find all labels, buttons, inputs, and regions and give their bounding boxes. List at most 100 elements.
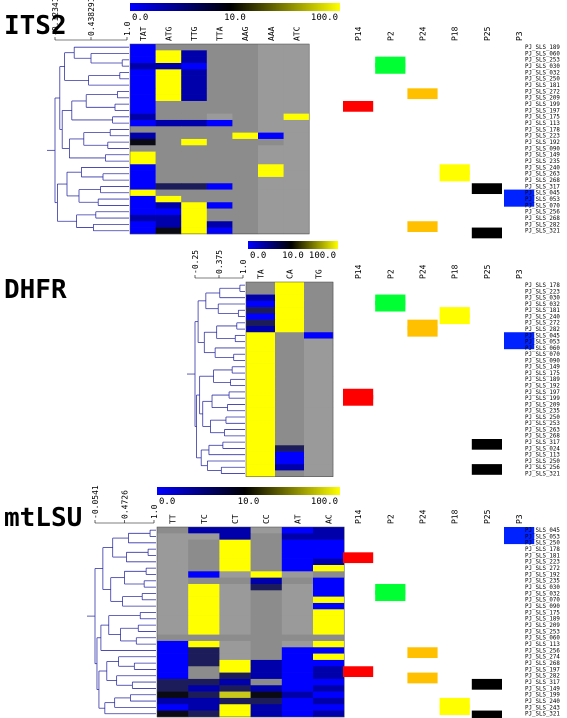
sample-header: P24: [419, 509, 428, 524]
row-label: PJ_SLS_250: [525, 77, 560, 83]
heatmap-cell: [304, 307, 334, 314]
row-label: PJ_SLS_268: [525, 434, 560, 440]
heatmap-cell: [304, 282, 334, 289]
heatmap-cell: [232, 81, 259, 89]
heatmap-cell: [304, 470, 334, 477]
heatmap-cell: [258, 157, 284, 165]
heatmap-cell: [181, 81, 208, 89]
scale-min-label: 0.0: [159, 497, 175, 507]
heatmap-cell: [130, 145, 156, 152]
heatmap-cell: [258, 81, 284, 89]
heatmap-cell: [157, 697, 189, 705]
sample-marker: [343, 395, 374, 406]
heatmap-cell: [188, 640, 220, 648]
heatmap-cell: [281, 640, 314, 648]
heatmap-cell: [304, 426, 334, 434]
heatmap-cell: [232, 221, 259, 228]
heatmap-cell: [188, 697, 220, 705]
heatmap-cell: [283, 56, 310, 64]
row-label: PJ_SLS_045: [525, 528, 560, 534]
heatmap-cell: [206, 132, 233, 140]
heatmap-cell: [313, 697, 345, 705]
heatmap-cell: [232, 113, 259, 121]
row-label: PJ_SLS_070: [525, 352, 560, 358]
row-label: PJ_SLS_024: [525, 446, 560, 452]
row-label: PJ_SLS_282: [525, 674, 560, 680]
sample-marker: [439, 307, 470, 318]
heatmap-cell: [304, 344, 334, 352]
heatmap-cell: [246, 288, 276, 295]
heatmap-cell: [313, 634, 345, 642]
row-label: PJ_SLS_253: [525, 58, 560, 64]
column-header: AC: [325, 514, 334, 524]
sample-marker: [343, 666, 374, 678]
heatmap-cell: [130, 221, 156, 228]
row-label: PJ_SLS_149: [525, 153, 560, 159]
heatmap-cell: [130, 170, 156, 178]
row-label: PJ_SLS_189: [525, 377, 560, 383]
panel-title: mtLSU: [4, 503, 82, 533]
heatmap-cell: [188, 577, 220, 585]
heatmap-cell: [246, 344, 276, 352]
heatmap-cell: [313, 640, 345, 648]
sample-header: P3: [515, 514, 524, 524]
heatmap-cell: [246, 395, 276, 402]
heatmap-cell: [313, 647, 345, 654]
row-label: PJ_SLS_178: [525, 127, 560, 133]
heatmap-cell: [188, 659, 220, 667]
row-label: PJ_SLS_032: [525, 302, 560, 308]
heatmap-cell: [250, 672, 283, 680]
heatmap-cell: [157, 628, 189, 635]
column-header: ATC: [292, 26, 301, 41]
heatmap-cell: [250, 634, 283, 642]
row-label: PJ_SLS_282: [525, 327, 560, 333]
heatmap-cell: [188, 539, 220, 547]
heatmap-cell: [258, 176, 284, 184]
heatmap-cell: [246, 307, 276, 314]
heatmap-cell: [258, 62, 284, 70]
row-label: PJ_SLS_175: [525, 115, 560, 121]
heatmap-cell: [281, 615, 314, 623]
panel-dhfr: DHFR 0.0 10.0 100.0 -0.25 0.375 1.0 TA CA TG P14 P2…: [4, 241, 560, 477]
heatmap-cell: [313, 583, 345, 591]
heatmap-cell: [130, 50, 156, 57]
row-label: PJ_SLS_090: [525, 146, 560, 152]
heatmap-cell: [157, 653, 189, 661]
scale-max-label: 100.0: [311, 13, 338, 23]
heatmap-cell: [206, 138, 233, 146]
heatmap-cell: [313, 621, 345, 629]
row-label: PJ_SLS_045: [525, 191, 560, 197]
heatmap-cell: [275, 432, 305, 440]
heatmap-cell: [250, 704, 283, 711]
heatmap-cell: [258, 164, 284, 171]
heatmap-cell: [313, 577, 345, 585]
heatmap-cell: [250, 609, 283, 616]
heatmap-cell: [246, 319, 276, 327]
heatmap-cell: [219, 533, 251, 540]
sample-marker: [504, 527, 535, 538]
heatmap-cell: [130, 113, 156, 121]
heatmap-cell: [304, 294, 334, 302]
heatmap-cell: [283, 132, 310, 140]
heatmap-cell: [219, 527, 251, 534]
heatmap-cell: [219, 552, 251, 559]
heatmap-cell: [246, 470, 276, 477]
heatmap-cell: [313, 710, 345, 718]
sample-header: P2: [386, 514, 395, 524]
sample-header: P14: [354, 26, 363, 41]
heatmap-cell: [275, 470, 305, 477]
sample-marker: [343, 388, 374, 400]
heatmap-cell: [313, 672, 345, 680]
sample-header: P25: [483, 264, 492, 279]
row-label: PJ_SLS_243: [525, 705, 560, 711]
heatmap-cell: [250, 640, 283, 648]
heatmap-cell: [283, 164, 310, 171]
panel-mtlsu: mtLSU 0.0 10.0 100.0 -0.0541 0.4726 1.0 TT TC CT C…: [4, 485, 560, 718]
heatmap-cell: [188, 602, 220, 610]
row-label: PJ_SLS_189: [525, 617, 560, 623]
heatmap-cell: [250, 590, 283, 597]
color-scale-bar: [248, 241, 338, 249]
heatmap-cell: [155, 170, 182, 178]
heatmap-cell: [157, 533, 189, 540]
heatmap-cell: [275, 313, 305, 320]
